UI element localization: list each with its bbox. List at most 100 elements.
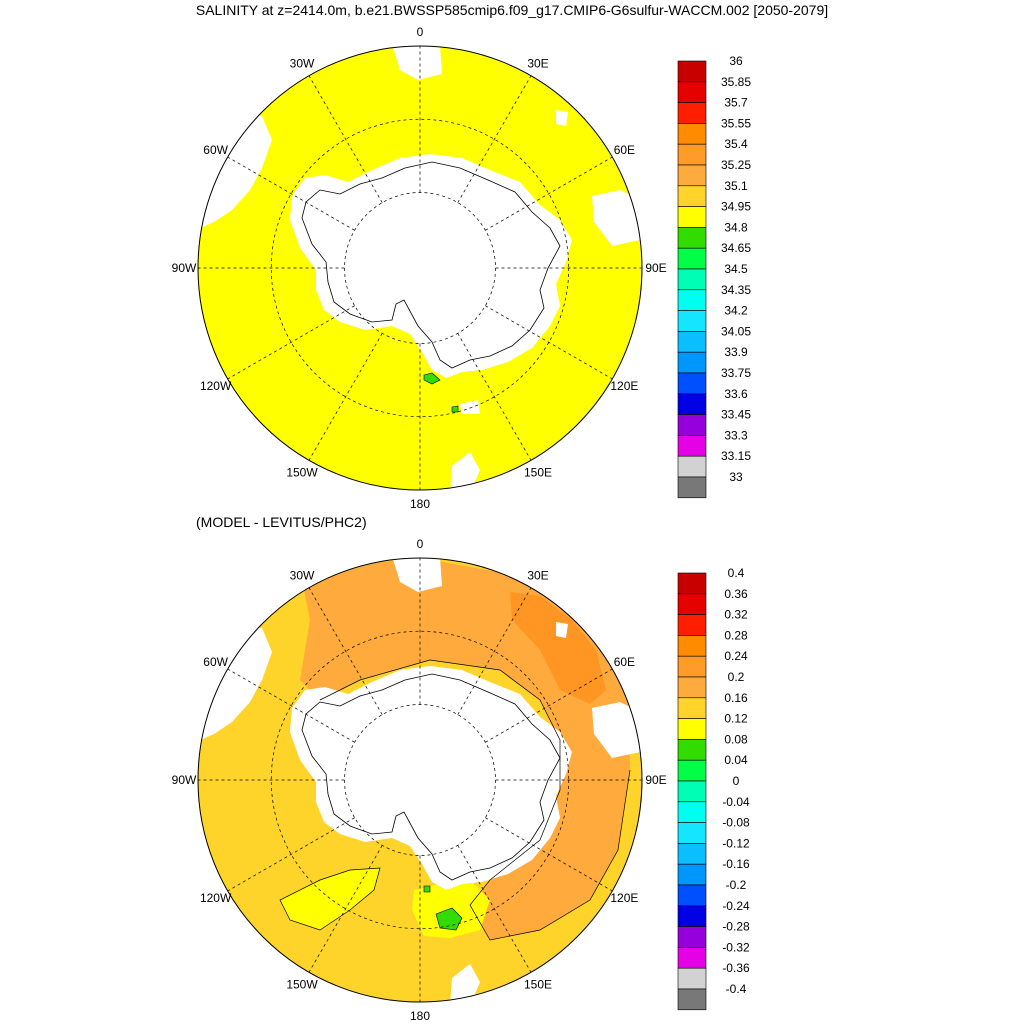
colorbar-swatch [677, 455, 707, 478]
colorbar-swatch [677, 905, 707, 927]
longitude-label: 150W [286, 465, 318, 479]
nodata-patch-east [592, 702, 640, 758]
longitude-labels: 0 30E 60E 90E 120E 150E 180 150W 120W 90W 60W 30W [172, 537, 667, 1023]
longitude-label: 90W [172, 773, 197, 787]
longitude-label: 150E [524, 465, 552, 479]
map-border [197, 45, 643, 491]
colorbar-tick-label: -0.36 [722, 961, 750, 975]
colorbar-tick-label: -0.4 [726, 982, 747, 996]
longitude-label: 150W [286, 977, 318, 991]
longitude-label: 150E [524, 977, 552, 991]
difference-band-0p08 [435, 907, 463, 931]
salinity-polar-map: 0 30E 60E 90E 120E 150E 180 150W 120W 90W 60W 30W [172, 25, 667, 511]
colorbar-tick-label: 0.28 [724, 628, 748, 642]
colorbar-swatch [677, 947, 707, 969]
colorbar-swatch [677, 289, 707, 311]
colorbar-swatch [677, 414, 707, 436]
colorbar-tick-label: -0.28 [722, 920, 750, 934]
colorbar-swatch [677, 759, 707, 782]
colorbar-swatch [677, 143, 707, 166]
longitude-label: 90W [172, 261, 197, 275]
longitude-labels: 0 30E 60E 90E 120E 150E 180 150W 120W 90W 60W 30W [172, 25, 667, 511]
colorbar-tick-label: -0.32 [722, 940, 750, 954]
longitude-label: 180 [410, 1009, 430, 1023]
meridian-line [457, 587, 532, 715]
meridian-line [485, 817, 613, 892]
colorbar-tick-label: 34.05 [721, 324, 751, 338]
coastline [301, 673, 561, 881]
longitude-label: 120E [610, 379, 638, 393]
colorbar-swatch [677, 60, 707, 83]
colorbar-swatch [677, 635, 707, 657]
meridian-line [485, 668, 613, 743]
longitude-label: 90E [645, 773, 666, 787]
colorbar-tick-label: 34.2 [724, 304, 748, 318]
colorbar-swatch [677, 697, 707, 719]
contour-line [319, 659, 631, 941]
colorbar-tick-label: 0.08 [724, 732, 748, 746]
colorbar-swatch [677, 780, 707, 803]
colorbar-swatch [677, 739, 707, 761]
colorbar-tick-label: 0.2 [728, 670, 745, 684]
colorbar-tick-label: 35.4 [724, 137, 748, 151]
longitude-label: 60W [203, 655, 228, 669]
longitude-label: 60E [614, 143, 635, 157]
longitude-label: 120W [200, 379, 232, 393]
longitude-label: 30E [527, 57, 548, 71]
colorbar-swatch [677, 206, 707, 228]
colorbar-swatch [677, 164, 707, 187]
colorbar-tick-label: 35.7 [724, 96, 748, 110]
colorbar-tick-label: 0 [733, 774, 740, 788]
colorbar-tick-label: 35.85 [721, 75, 751, 89]
longitude-label: 120W [200, 891, 232, 905]
colorbar-difference: 0.4 0.36 0.32 0.28 0.24 0.2 0.16 0.12 0.08 0.04 0 -… [677, 566, 750, 1011]
colorbar-swatch [677, 268, 707, 291]
colorbar-swatch [677, 801, 707, 823]
colorbar-swatch [677, 967, 707, 990]
colorbar-swatch [677, 676, 707, 699]
meridian-line [485, 305, 613, 380]
colorbar-tick-label: 34.5 [724, 262, 748, 276]
nodata-patch-north [392, 558, 442, 592]
colorbar-tick-label: 34.8 [724, 220, 748, 234]
colorbar-swatch [677, 884, 707, 907]
meridian-line [308, 75, 383, 203]
longitude-label: 120E [610, 891, 638, 905]
colorbar-tick-label: 0.16 [724, 691, 748, 705]
colorbar-tick-label: -0.24 [722, 899, 750, 913]
colorbar-swatch [677, 988, 707, 1011]
meridian-line [457, 75, 532, 203]
meridian-line [227, 156, 355, 231]
colorbar-tick-label: 33.15 [721, 449, 751, 463]
colorbar-tick-label: 34.35 [721, 283, 751, 297]
colorbar-tick-label: -0.04 [722, 795, 750, 809]
meridian-line [227, 817, 355, 892]
graticule [198, 558, 642, 1002]
map-border [197, 557, 643, 1003]
colorbar-tick-label: 0.12 [724, 712, 748, 726]
longitude-label: 180 [410, 497, 430, 511]
colorbar-swatch [677, 372, 707, 395]
colorbar-swatch [677, 572, 707, 595]
colorbar-swatch [677, 863, 707, 886]
longitude-label: 30W [290, 569, 315, 583]
colorbar-tick-label: 35.1 [724, 179, 748, 193]
nodata-patch-small [556, 622, 568, 638]
colorbar-tick-label: 36 [729, 54, 743, 68]
colorbar-tick-label: -0.2 [726, 878, 747, 892]
meridian-line [308, 845, 383, 973]
longitude-label: 60W [203, 143, 228, 157]
colorbar-tick-label: 33.3 [724, 428, 748, 442]
antarctica-landmass [290, 666, 572, 890]
colorbar-swatch [677, 81, 707, 103]
colorbar-tick-label: -0.16 [722, 857, 750, 871]
meridian-line [308, 587, 383, 715]
colorbar-tick-label: 0.04 [724, 753, 748, 767]
colorbar-salinity: 36 35.85 35.7 35.55 35.4 35.25 35.1 34.95 34.8 34… [677, 54, 751, 499]
coastline [301, 161, 561, 369]
nodata-patch-small [556, 110, 568, 126]
contour-line [279, 867, 381, 931]
longitude-label: 30E [527, 569, 548, 583]
longitude-label: 30W [290, 57, 315, 71]
